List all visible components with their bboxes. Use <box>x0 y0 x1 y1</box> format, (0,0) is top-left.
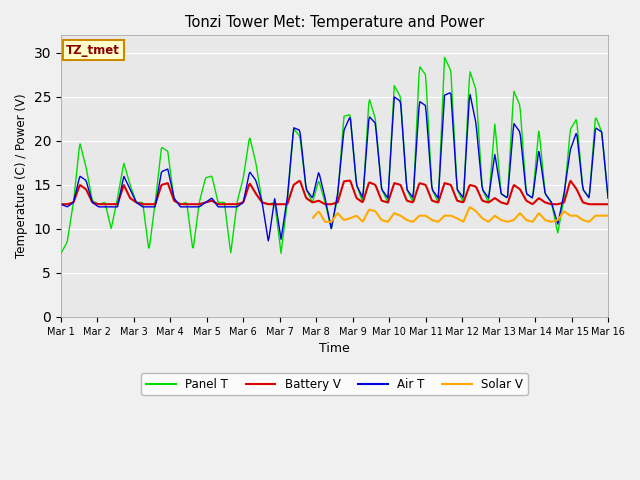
X-axis label: Time: Time <box>319 342 350 355</box>
Title: Tonzi Tower Met: Temperature and Power: Tonzi Tower Met: Temperature and Power <box>185 15 484 30</box>
Legend: Panel T, Battery V, Air T, Solar V: Panel T, Battery V, Air T, Solar V <box>141 373 528 396</box>
Y-axis label: Temperature (C) / Power (V): Temperature (C) / Power (V) <box>15 94 28 258</box>
Text: TZ_tmet: TZ_tmet <box>67 44 120 57</box>
